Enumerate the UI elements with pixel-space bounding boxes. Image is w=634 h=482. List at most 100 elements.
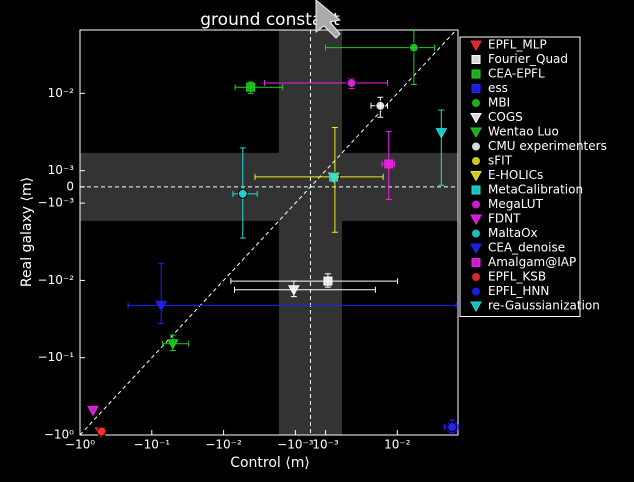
legend-item: E-HOLICs — [470, 168, 543, 182]
legend-label: re-Gaussianization — [488, 299, 600, 313]
legend-item: EPFL_MLP — [470, 38, 547, 52]
legend-item: FDNT — [470, 212, 521, 226]
marker — [470, 171, 482, 182]
chart-title: ground constant — [200, 10, 340, 30]
x-tick-label: −10⁻³ — [277, 438, 314, 452]
marker — [471, 84, 481, 93]
marker — [288, 285, 300, 296]
marker — [470, 243, 482, 255]
legend-label: CMU experimenters — [488, 139, 607, 153]
legend-item: CEA_denoise — [470, 241, 565, 255]
y-tick-label: 10⁻² — [48, 86, 75, 100]
legend-label: EPFL_MLP — [488, 38, 547, 52]
legend-item: Wentao Luo — [470, 125, 559, 139]
legend-item: ess — [471, 81, 508, 95]
x-error-bar — [254, 173, 384, 180]
marker — [447, 422, 458, 433]
y-tick-label: 10⁻³ — [48, 163, 75, 177]
y-error-bar — [410, 30, 417, 86]
x-error-bar — [233, 286, 376, 293]
legend-item: Fourier_Quad — [471, 52, 568, 66]
legend-label: CEA_denoise — [488, 241, 565, 255]
legend-label: EPFL_KSB — [488, 270, 546, 284]
legend-box — [459, 36, 581, 317]
y-error-bar — [158, 262, 165, 324]
y-tick-label: −10⁻² — [38, 273, 75, 287]
legend-item: MBI — [471, 96, 510, 110]
marker — [471, 199, 481, 210]
marker — [384, 159, 394, 169]
marker — [323, 276, 333, 286]
legend-label: EPFL_HNN — [488, 284, 549, 298]
legend-label: ess — [488, 81, 508, 95]
legend-label: MegaLUT — [488, 197, 544, 211]
x-axis-label: Control ⟨m⟩ — [230, 455, 310, 471]
y-error-bar — [438, 109, 445, 186]
legend-item: Amalgam@IAP — [471, 255, 576, 269]
marker — [471, 272, 481, 282]
marker — [435, 128, 448, 139]
legend-label: CEA-EPFL — [488, 67, 545, 81]
x-tick-label: 10⁻² — [384, 438, 411, 452]
marker — [329, 172, 339, 182]
x-error-bar — [127, 302, 457, 309]
marker — [408, 42, 419, 53]
marker — [471, 69, 481, 79]
legend-label: Wentao Luo — [488, 125, 559, 139]
legend-label: E-HOLICs — [488, 168, 543, 182]
marker — [470, 40, 482, 52]
marker — [471, 98, 481, 108]
legend-label: sFIT — [488, 154, 513, 168]
legend-item: MaltaOx — [471, 226, 538, 240]
marker — [471, 286, 481, 297]
marker — [346, 78, 357, 89]
x-tick-label: −10⁰ — [65, 438, 95, 452]
marker — [470, 113, 482, 124]
legend-item: CEA-EPFL — [471, 67, 545, 81]
legend-item: EPFL_HNN — [471, 284, 549, 298]
marker — [375, 100, 386, 111]
marker — [166, 339, 179, 350]
x-tick-label: 10⁻³ — [312, 438, 339, 452]
marker — [471, 156, 481, 166]
x-tick-label: −10⁻² — [205, 438, 242, 452]
legend-item: CMU experimenters — [471, 139, 607, 153]
legend-item: re-Gaussianization — [470, 299, 600, 313]
x-error-bar — [263, 80, 389, 87]
legend-label: MaltaOx — [488, 226, 538, 240]
mouse-cursor — [315, 0, 342, 39]
marker — [470, 301, 482, 313]
marker — [471, 185, 481, 195]
marker — [471, 258, 481, 267]
legend-item: COGS — [470, 110, 523, 124]
plot-frame — [79, 29, 459, 436]
legend-label: MBI — [488, 96, 510, 110]
marker — [237, 188, 248, 199]
legend-item: EPFL_KSB — [471, 270, 546, 284]
x-error-bar — [230, 278, 399, 285]
x-error-bar — [234, 84, 284, 91]
marker — [96, 426, 107, 437]
marker — [470, 214, 482, 226]
legend-item: sFIT — [471, 154, 513, 168]
y-tick-label: −10⁰ — [44, 428, 74, 442]
y-tick-label: −10⁻³ — [38, 196, 75, 210]
legend-item: MetaCalibration — [471, 183, 583, 197]
y-tick-label: −10⁻¹ — [38, 350, 75, 364]
marker — [471, 141, 481, 152]
marker — [470, 127, 482, 139]
legend-label: Fourier_Quad — [488, 52, 568, 66]
legend-label: FDNT — [488, 212, 521, 226]
diagonal-line — [79, 29, 457, 436]
y-tick-label: 0 — [66, 179, 74, 193]
legend-item: MegaLUT — [471, 197, 544, 211]
legend-label: MetaCalibration — [488, 183, 583, 197]
marker — [471, 55, 481, 64]
marker — [471, 228, 481, 239]
legend-label: COGS — [488, 110, 523, 124]
marker — [87, 405, 99, 417]
marker — [246, 82, 256, 92]
legend-label: Amalgam@IAP — [488, 255, 576, 269]
y-axis-label: Real galaxy ⟨m⟩ — [19, 177, 35, 287]
